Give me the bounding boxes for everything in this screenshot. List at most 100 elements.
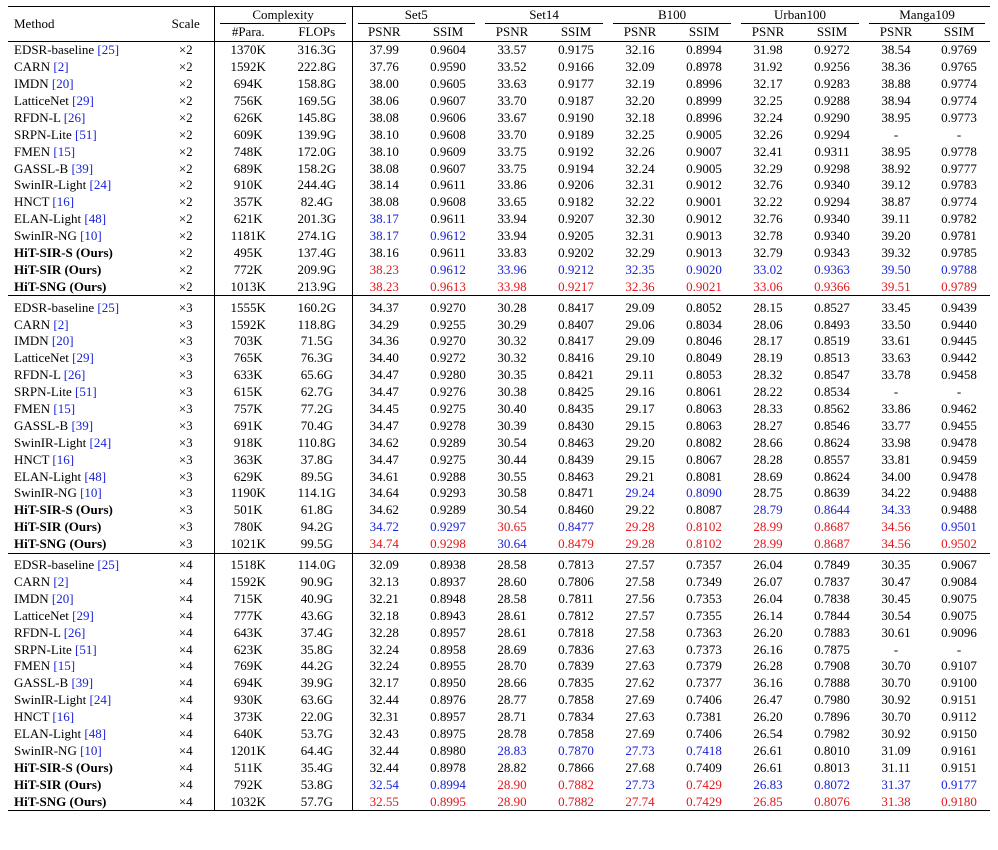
citation-link[interactable]: [20] — [51, 590, 74, 606]
citation-link[interactable]: [10] — [80, 485, 102, 501]
flops-cell: 316.3G — [297, 42, 337, 58]
psnr-cell: 39.12 — [881, 177, 911, 193]
citation-link[interactable]: [48] — [84, 468, 107, 484]
ssim-cell: 0.7980 — [814, 692, 850, 708]
header-psnr: PSNR — [351, 24, 417, 42]
citation-link[interactable]: [51] — [75, 641, 97, 657]
method-cell: HNCT [16] — [8, 194, 158, 211]
citation-link[interactable]: [20] — [51, 333, 74, 349]
citation-link[interactable]: [15] — [53, 401, 76, 417]
psnr-cell: 32.79 — [753, 245, 783, 261]
ssim-cell: 0.9190 — [558, 109, 594, 125]
citation-link[interactable]: [26] — [63, 367, 86, 383]
citation-link[interactable]: [16] — [52, 194, 75, 210]
ssim-cell: 0.9611 — [430, 245, 466, 261]
ssim-cell: 0.9613 — [430, 278, 466, 294]
params-cell: 1181K — [213, 227, 282, 245]
psnr-cell: 38.95 — [881, 109, 911, 125]
params-cell: 621K — [213, 210, 282, 228]
flops-cell: 158.8G — [297, 76, 337, 92]
flops-cell: 145.8G — [297, 109, 337, 125]
ssim-cell: 0.9283 — [814, 76, 850, 92]
citation-link[interactable]: [29] — [72, 93, 94, 108]
method-name: HiT-SIR-S (Ours) — [14, 759, 113, 775]
ssim-cell: 0.8996 — [686, 109, 722, 125]
method-name: ELAN-Light — [14, 211, 82, 227]
psnr-cell: 39.32 — [881, 245, 911, 261]
psnr-cell: 33.65 — [497, 194, 527, 210]
ssim-cell: 0.9607 — [430, 93, 466, 108]
psnr-cell: 32.76 — [753, 211, 783, 227]
citation-link[interactable]: [39] — [71, 675, 94, 691]
ssim-cell: 0.8061 — [686, 384, 722, 400]
psnr-cell: 28.70 — [497, 658, 527, 674]
method-cell: SRPN-Lite [51] — [8, 126, 158, 143]
citation-link[interactable]: [16] — [52, 451, 75, 467]
citation-link[interactable]: [48] — [84, 725, 107, 741]
citation-link[interactable]: [2] — [53, 573, 69, 589]
citation-link[interactable]: [20] — [51, 76, 74, 92]
table-row: RFDN-L [26] ×3 633K 65.6G 34.47 0.9280 30.35 0.… — [8, 366, 990, 384]
citation-link[interactable]: [51] — [75, 384, 97, 400]
psnr-cell: 33.70 — [497, 93, 527, 108]
citation-link[interactable]: [2] — [53, 316, 69, 332]
psnr-cell: 30.32 — [497, 350, 527, 366]
citation-link[interactable]: [16] — [52, 709, 75, 725]
citation-link[interactable]: [51] — [75, 126, 97, 142]
ssim-cell: 0.9785 — [941, 245, 977, 261]
citation-link[interactable]: [48] — [84, 211, 107, 227]
citation-link[interactable]: [25] — [97, 557, 120, 573]
ssim-cell: 0.7866 — [558, 759, 594, 775]
ssim-cell: 0.9609 — [430, 143, 466, 159]
citation-link[interactable]: [10] — [80, 228, 102, 244]
citation-link[interactable]: [25] — [97, 299, 120, 315]
method-name: HiT-SIR (Ours) — [14, 776, 102, 792]
ssim-cell: 0.9194 — [558, 160, 594, 176]
params-cell: 1201K — [213, 742, 282, 760]
psnr-cell: 34.47 — [351, 383, 417, 401]
citation-link[interactable]: [24] — [89, 177, 112, 193]
psnr-cell: 34.36 — [351, 333, 417, 350]
header-scale: Scale — [158, 6, 214, 42]
citation-link[interactable]: [29] — [72, 350, 94, 366]
ssim-cell: 0.8527 — [800, 295, 865, 317]
citation-link[interactable]: [25] — [97, 42, 120, 58]
citation-link[interactable]: [29] — [72, 607, 94, 623]
ssim-cell: 0.9280 — [430, 367, 466, 383]
params-cell: 495K — [213, 244, 282, 262]
ssim-cell: 0.8557 — [814, 451, 850, 467]
ssim-cell: 0.9765 — [941, 59, 977, 75]
citation-link[interactable]: [2] — [53, 59, 69, 75]
ssim-cell: - — [956, 641, 962, 657]
method-cell: HiT-SIR-S (Ours) — [8, 759, 158, 776]
scale-cell: ×3 — [178, 468, 193, 484]
citation-link[interactable]: [15] — [53, 143, 76, 159]
psnr-cell: 37.76 — [351, 58, 417, 76]
citation-link[interactable]: [39] — [71, 160, 94, 176]
ssim-cell: 0.8471 — [558, 485, 594, 501]
params-cell: 757K — [213, 400, 282, 418]
table-header: Method Scale Complexity Set5 Set14 B100 … — [8, 6, 991, 42]
psnr-cell: 30.38 — [497, 384, 527, 400]
citation-link[interactable]: [24] — [89, 434, 112, 450]
method-cell: RFDN-L [26] — [8, 624, 158, 641]
ssim-cell: 0.7363 — [686, 624, 722, 640]
ssim-cell: 0.8430 — [558, 417, 594, 433]
citation-link[interactable]: [24] — [89, 692, 112, 708]
ssim-cell: 0.7811 — [558, 590, 594, 606]
table-row: IMDN [20] ×3 703K 71.5G 34.36 0.9270 30.32 0.84… — [8, 333, 990, 350]
ssim-cell: 0.8624 — [814, 434, 850, 450]
citation-link[interactable]: [15] — [53, 658, 76, 674]
table-row: ELAN-Light [48] ×4 640K 53.7G 32.43 0.8975 28.… — [8, 725, 990, 743]
citation-link[interactable]: [39] — [71, 417, 94, 433]
citation-link[interactable]: [26] — [63, 109, 86, 125]
table-row: EDSR-baseline [25] ×2 1370K 316.3G 37.99 0.96… — [8, 41, 990, 59]
ssim-cell: 0.9207 — [558, 211, 594, 227]
ssim-cell: 0.9778 — [941, 143, 977, 159]
psnr-cell: 32.31 — [625, 177, 655, 193]
citation-link[interactable]: [26] — [63, 624, 86, 640]
method-name: LatticeNet — [14, 350, 69, 366]
citation-link[interactable]: [10] — [80, 742, 102, 758]
ssim-cell: 0.9288 — [430, 468, 466, 484]
method-cell: CARN [2] — [8, 59, 158, 76]
